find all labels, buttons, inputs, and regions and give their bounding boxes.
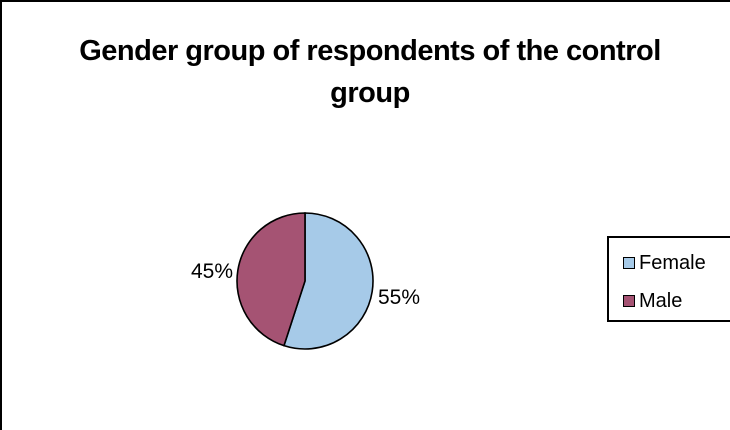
data-label-female: 55% [378,286,420,309]
legend-label-male: Male [639,290,683,312]
chart-title: Gender group of respondents of the contr… [79,35,661,109]
pie-slice-female [282,212,374,350]
chart-legend: Female Male [607,236,730,322]
legend-swatch-male [623,295,635,307]
legend-item-female: Female [623,252,706,274]
data-label-male: 45% [191,260,233,283]
legend-swatch-female [623,257,635,269]
pie-slice-male [236,212,306,347]
legend-item-male: Male [623,290,682,312]
legend-label-female: Female [639,252,706,274]
